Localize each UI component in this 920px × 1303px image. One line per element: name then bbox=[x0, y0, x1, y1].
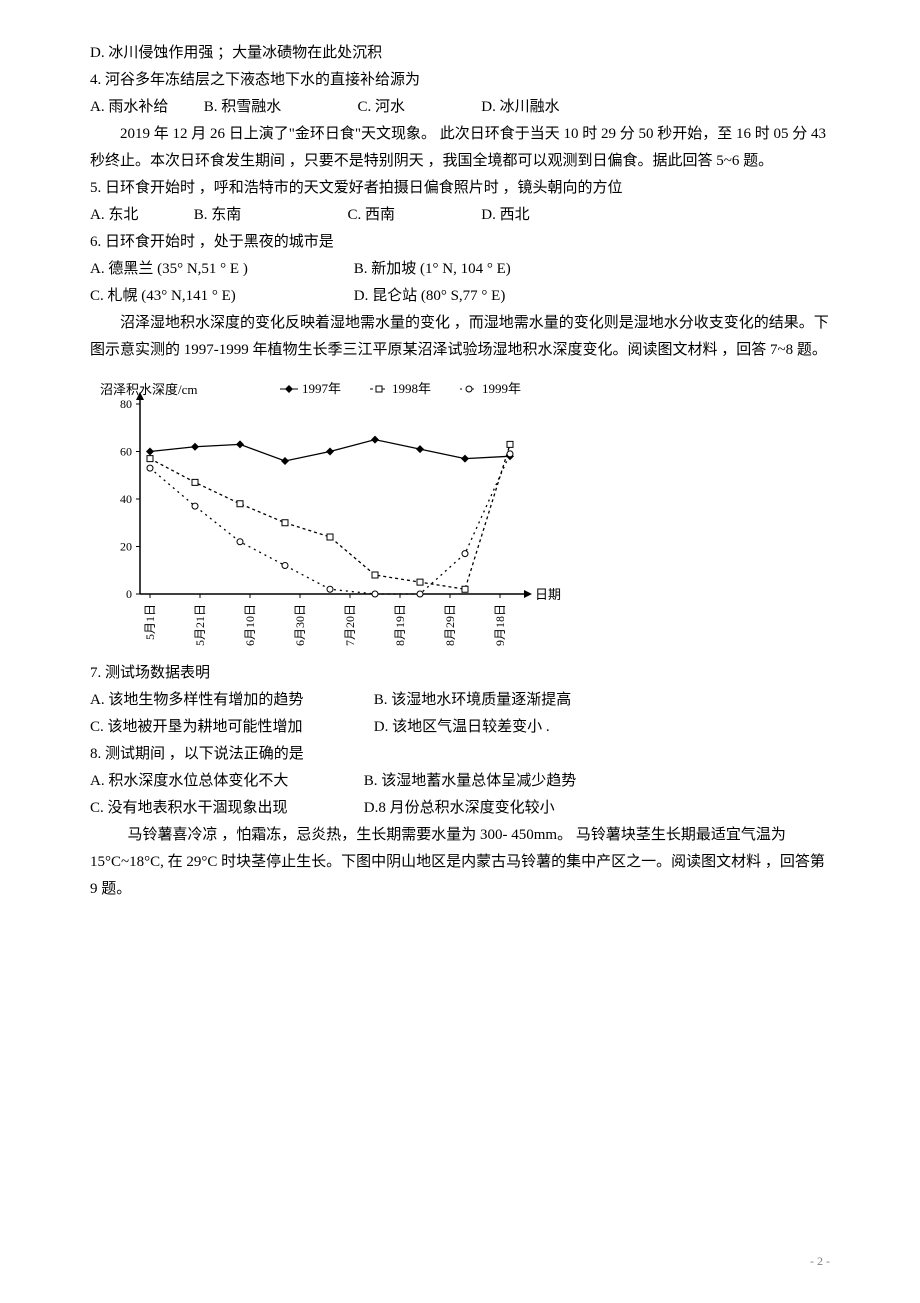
q4-c: C. 河水 bbox=[358, 94, 478, 121]
q8-b: B. 该湿地蓄水量总体呈减少趋势 bbox=[364, 768, 577, 795]
question-5: 5. 日环食开始时 ，呼和浩特市的天文爱好者拍摄日偏食照片时 ，镜头朝向的方位 bbox=[90, 175, 830, 202]
chart-title: 沼泽积水深度/cm bbox=[100, 382, 198, 397]
q8-a: A. 积水深度水位总体变化不大 bbox=[90, 768, 360, 795]
svg-text:6月30日: 6月30日 bbox=[293, 604, 307, 646]
question-8: 8. 测试期间 ，以下说法正确的是 bbox=[90, 741, 830, 768]
x-axis-label: 日期 bbox=[535, 587, 561, 602]
svg-text:8月19日: 8月19日 bbox=[393, 604, 407, 646]
legend-1998: 1998年 bbox=[392, 381, 431, 396]
question-6: 6. 日环食开始时 ，处于黑夜的城市是 bbox=[90, 229, 830, 256]
svg-text:40: 40 bbox=[120, 492, 132, 506]
page-number: - 2 - bbox=[810, 1251, 830, 1273]
option-d: D. 冰川侵蚀作用强 ；大量冰碛物在此处沉积 bbox=[90, 40, 830, 67]
passage-7-8: 沼泽湿地积水深度的变化反映着湿地需水量的变化 ，而湿地需水量的变化则是湿地水分收… bbox=[90, 310, 830, 364]
legend: 1997年 1998年 1999年 bbox=[280, 381, 521, 396]
q4-options: A. 雨水补给 B. 积雪融水 C. 河水 D. 冰川融水 bbox=[90, 94, 830, 121]
q6-row2: C. 札幌 (43° N,141 ° E) D. 昆仑站 (80° S,77 °… bbox=[90, 283, 830, 310]
q8-row2: C. 没有地表积水干涸现象出现 D.8 月份总积水深度变化较小 bbox=[90, 795, 830, 822]
passage-9: 马铃薯喜冷凉 ，怕霜冻，忌炎热，生长期需要水量为 300- 450mm。 马铃薯… bbox=[90, 822, 830, 903]
svg-text:8月29日: 8月29日 bbox=[443, 604, 457, 646]
chart-axes: 0 20 40 60 80 5月1日 5月21日 6月10日 6月30日 7月20日 8月19日 8月… bbox=[120, 392, 532, 646]
passage-5-6: 2019 年 12 月 26 日上演了"金环日食"天文现象。 此次日环食于当天 … bbox=[90, 121, 830, 175]
q7-a: A. 该地生物多样性有增加的趋势 bbox=[90, 687, 370, 714]
q5-b: B. 东南 bbox=[194, 202, 344, 229]
q8-c: C. 没有地表积水干涸现象出现 bbox=[90, 795, 360, 822]
q5-d: D. 西北 bbox=[481, 202, 529, 229]
q7-row1: A. 该地生物多样性有增加的趋势 B. 该湿地水环境质量逐渐提高 bbox=[90, 687, 830, 714]
q7-row2: C. 该地被开垦为耕地可能性增加 D. 该地区气温日较差变小 . bbox=[90, 714, 830, 741]
q4-a: A. 雨水补给 bbox=[90, 94, 200, 121]
q6-a: A. 德黑兰 (35° N,51 ° E ) bbox=[90, 256, 350, 283]
svg-text:5月21日: 5月21日 bbox=[193, 604, 207, 646]
q6-c: C. 札幌 (43° N,141 ° E) bbox=[90, 283, 350, 310]
svg-text:0: 0 bbox=[126, 587, 132, 601]
question-7: 7. 测试场数据表明 bbox=[90, 660, 830, 687]
q6-d: D. 昆仑站 (80° S,77 ° E) bbox=[354, 283, 506, 310]
q4-b: B. 积雪融水 bbox=[204, 94, 354, 121]
q5-a: A. 东北 bbox=[90, 202, 190, 229]
q4-d: D. 冰川融水 bbox=[481, 94, 559, 121]
page: D. 冰川侵蚀作用强 ；大量冰碛物在此处沉积 4. 河谷多年冻结层之下液态地下水… bbox=[0, 0, 920, 1303]
question-4: 4. 河谷多年冻结层之下液态地下水的直接补给源为 bbox=[90, 67, 830, 94]
q8-d: D.8 月份总积水深度变化较小 bbox=[364, 795, 555, 822]
legend-1999: 1999年 bbox=[482, 381, 521, 396]
q6-b: B. 新加坡 (1° N, 104 ° E) bbox=[354, 256, 511, 283]
q8-row1: A. 积水深度水位总体变化不大 B. 该湿地蓄水量总体呈减少趋势 bbox=[90, 768, 830, 795]
svg-text:20: 20 bbox=[120, 540, 132, 554]
legend-1997: 1997年 bbox=[302, 381, 341, 396]
q6-row1: A. 德黑兰 (35° N,51 ° E ) B. 新加坡 (1° N, 104… bbox=[90, 256, 830, 283]
chart-svg: 沼泽积水深度/cm 1997年 1998年 1999年 bbox=[90, 374, 570, 654]
q5-c: C. 西南 bbox=[348, 202, 478, 229]
q7-d: D. 该地区气温日较差变小 . bbox=[374, 714, 550, 741]
svg-text:5月1日: 5月1日 bbox=[143, 604, 157, 640]
q5-options: A. 东北 B. 东南 C. 西南 D. 西北 bbox=[90, 202, 830, 229]
chart-series bbox=[146, 436, 514, 597]
svg-text:7月20日: 7月20日 bbox=[343, 604, 357, 646]
svg-text:80: 80 bbox=[120, 397, 132, 411]
q7-c: C. 该地被开垦为耕地可能性增加 bbox=[90, 714, 370, 741]
wetland-depth-chart: 沼泽积水深度/cm 1997年 1998年 1999年 bbox=[90, 374, 570, 654]
q7-b: B. 该湿地水环境质量逐渐提高 bbox=[374, 687, 572, 714]
svg-text:9月18日: 9月18日 bbox=[493, 604, 507, 646]
svg-text:6月10日: 6月10日 bbox=[243, 604, 257, 646]
svg-text:60: 60 bbox=[120, 445, 132, 459]
